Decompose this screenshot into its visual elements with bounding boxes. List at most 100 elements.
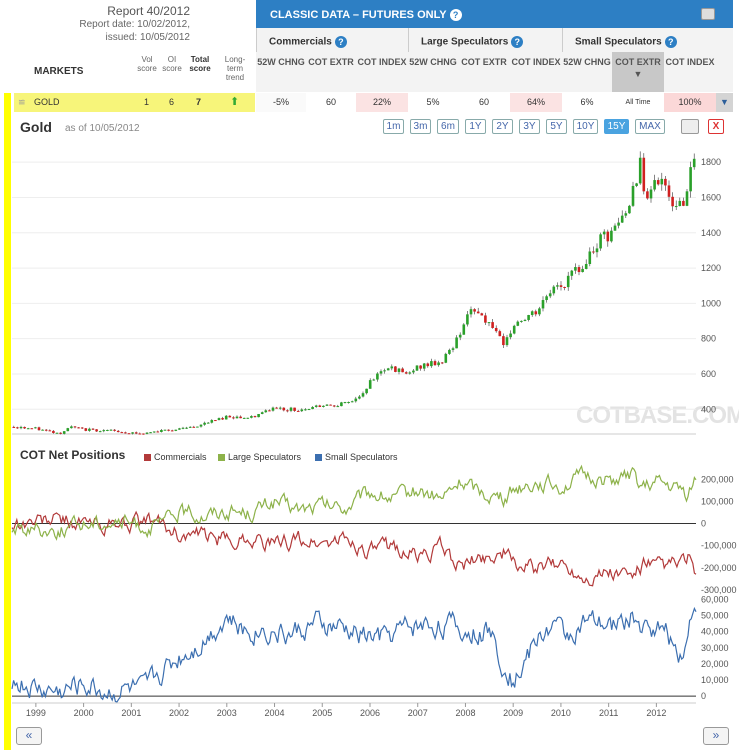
- range-6m-button[interactable]: 6m: [437, 119, 459, 134]
- candle-body: [124, 432, 127, 434]
- range-1m-button[interactable]: 1m: [383, 119, 404, 134]
- candle-body: [131, 432, 134, 434]
- candle-body: [314, 405, 318, 407]
- candle-body: [163, 429, 167, 431]
- candle-body: [210, 420, 214, 423]
- candle-body: [221, 418, 224, 420]
- candle-body: [556, 285, 559, 287]
- candle-body: [538, 308, 541, 315]
- help-icon[interactable]: ?: [449, 9, 462, 22]
- market-row[interactable]: [14, 93, 255, 112]
- close-button[interactable]: X: [708, 119, 724, 134]
- candle-body: [214, 420, 217, 422]
- help-icon[interactable]: ?: [664, 36, 677, 48]
- candle-body: [73, 426, 77, 428]
- x-tick-label: 2006: [360, 708, 380, 718]
- candle-body: [264, 410, 268, 413]
- commercials-line: [11, 510, 697, 587]
- chart-icon[interactable]: ≌: [18, 97, 26, 107]
- candle-body: [390, 366, 394, 369]
- candle-body: [484, 315, 487, 323]
- price-tick-label: 800: [701, 334, 716, 344]
- sub-header[interactable]: COT EXTR: [308, 57, 354, 67]
- candle-body: [52, 430, 55, 433]
- candle-body: [16, 427, 19, 429]
- candle-body: [566, 275, 570, 288]
- small-tick-label: 40,000: [701, 627, 729, 637]
- candle-body: [134, 432, 138, 434]
- price-tick-label: 1400: [701, 228, 721, 238]
- candle-body: [548, 293, 552, 297]
- candle-body: [498, 331, 502, 337]
- candle-body: [581, 268, 584, 273]
- candle-body: [451, 348, 455, 350]
- candle-body: [660, 178, 664, 185]
- candle-body: [232, 417, 235, 419]
- range-5y-button[interactable]: 5Y: [546, 119, 567, 134]
- candle-body: [628, 205, 631, 214]
- small-speculators-line: [11, 606, 697, 703]
- candle-body: [203, 422, 206, 425]
- value-cell: 22%: [356, 93, 408, 112]
- sub-header[interactable]: COT INDEX: [357, 57, 407, 67]
- candle-body: [613, 225, 617, 231]
- sub-header[interactable]: COT INDEX: [511, 57, 561, 67]
- x-tick-label: 2007: [408, 708, 428, 718]
- candle-body: [462, 324, 466, 335]
- expand-down-icon[interactable]: ▼: [716, 93, 733, 112]
- sub-header-selected[interactable]: COT EXTR ▼: [612, 52, 664, 92]
- selection-bar: [4, 93, 11, 750]
- sub-header[interactable]: 52W CHNG: [563, 57, 611, 67]
- candle-body: [289, 407, 293, 411]
- sub-header[interactable]: 52W CHNG: [257, 57, 305, 67]
- x-tick-label: 2005: [312, 708, 332, 718]
- sub-header[interactable]: COT INDEX: [665, 57, 715, 67]
- candle-body: [664, 178, 667, 186]
- candle-body: [44, 429, 48, 431]
- help-icon[interactable]: ?: [511, 36, 524, 48]
- next-button[interactable]: »: [703, 727, 729, 745]
- prev-button[interactable]: «: [16, 727, 42, 745]
- cot-tick-label: -200,000: [701, 563, 737, 573]
- price-tick-label: 1000: [701, 298, 721, 308]
- candle-body: [444, 353, 448, 363]
- candle-body: [170, 430, 174, 432]
- cot-tick-label: -100,000: [701, 541, 737, 551]
- classic-data-banner: CLASSIC DATA – FUTURES ONLY?: [256, 0, 733, 28]
- report-date: Report date: 10/02/2012,: [79, 19, 190, 30]
- candle-body: [480, 313, 484, 316]
- total-score: 7: [196, 97, 202, 107]
- range-1y-button[interactable]: 1Y: [465, 119, 486, 134]
- x-tick-label: 2010: [551, 708, 571, 718]
- range-3y-button[interactable]: 3Y: [519, 119, 540, 134]
- candle-body: [671, 196, 674, 207]
- candle-body: [156, 431, 160, 433]
- value-cell: 5%: [426, 97, 440, 107]
- print-icon[interactable]: [701, 8, 715, 20]
- candle-body: [408, 372, 412, 374]
- value-cell: All Time: [625, 99, 651, 106]
- candle-body: [458, 334, 462, 338]
- sub-header-label: COT EXTR: [615, 57, 661, 67]
- candle-body: [595, 248, 599, 253]
- print-icon[interactable]: [681, 119, 699, 134]
- sub-header[interactable]: COT EXTR: [461, 57, 507, 67]
- group-label: Commercials: [269, 36, 332, 48]
- range-max-button[interactable]: MAX: [635, 119, 665, 134]
- range-10y-button[interactable]: 10Y: [573, 119, 598, 134]
- sub-header[interactable]: 52W CHNG: [409, 57, 457, 67]
- candle-body: [304, 409, 307, 411]
- range-3m-button[interactable]: 3m: [410, 119, 431, 134]
- range-2y-button[interactable]: 2Y: [492, 119, 513, 134]
- as-of-date: as of 10/05/2012: [65, 123, 140, 134]
- candle-body: [26, 428, 30, 430]
- candle-body: [242, 417, 246, 419]
- help-icon[interactable]: ?: [334, 36, 347, 48]
- market-name[interactable]: GOLD: [34, 97, 60, 107]
- range-15y-button[interactable]: 15Y: [604, 119, 629, 134]
- candle-body: [599, 234, 602, 249]
- candle-body: [545, 296, 548, 301]
- candle-body: [361, 393, 365, 397]
- candle-body: [635, 183, 638, 186]
- candle-body: [592, 251, 595, 253]
